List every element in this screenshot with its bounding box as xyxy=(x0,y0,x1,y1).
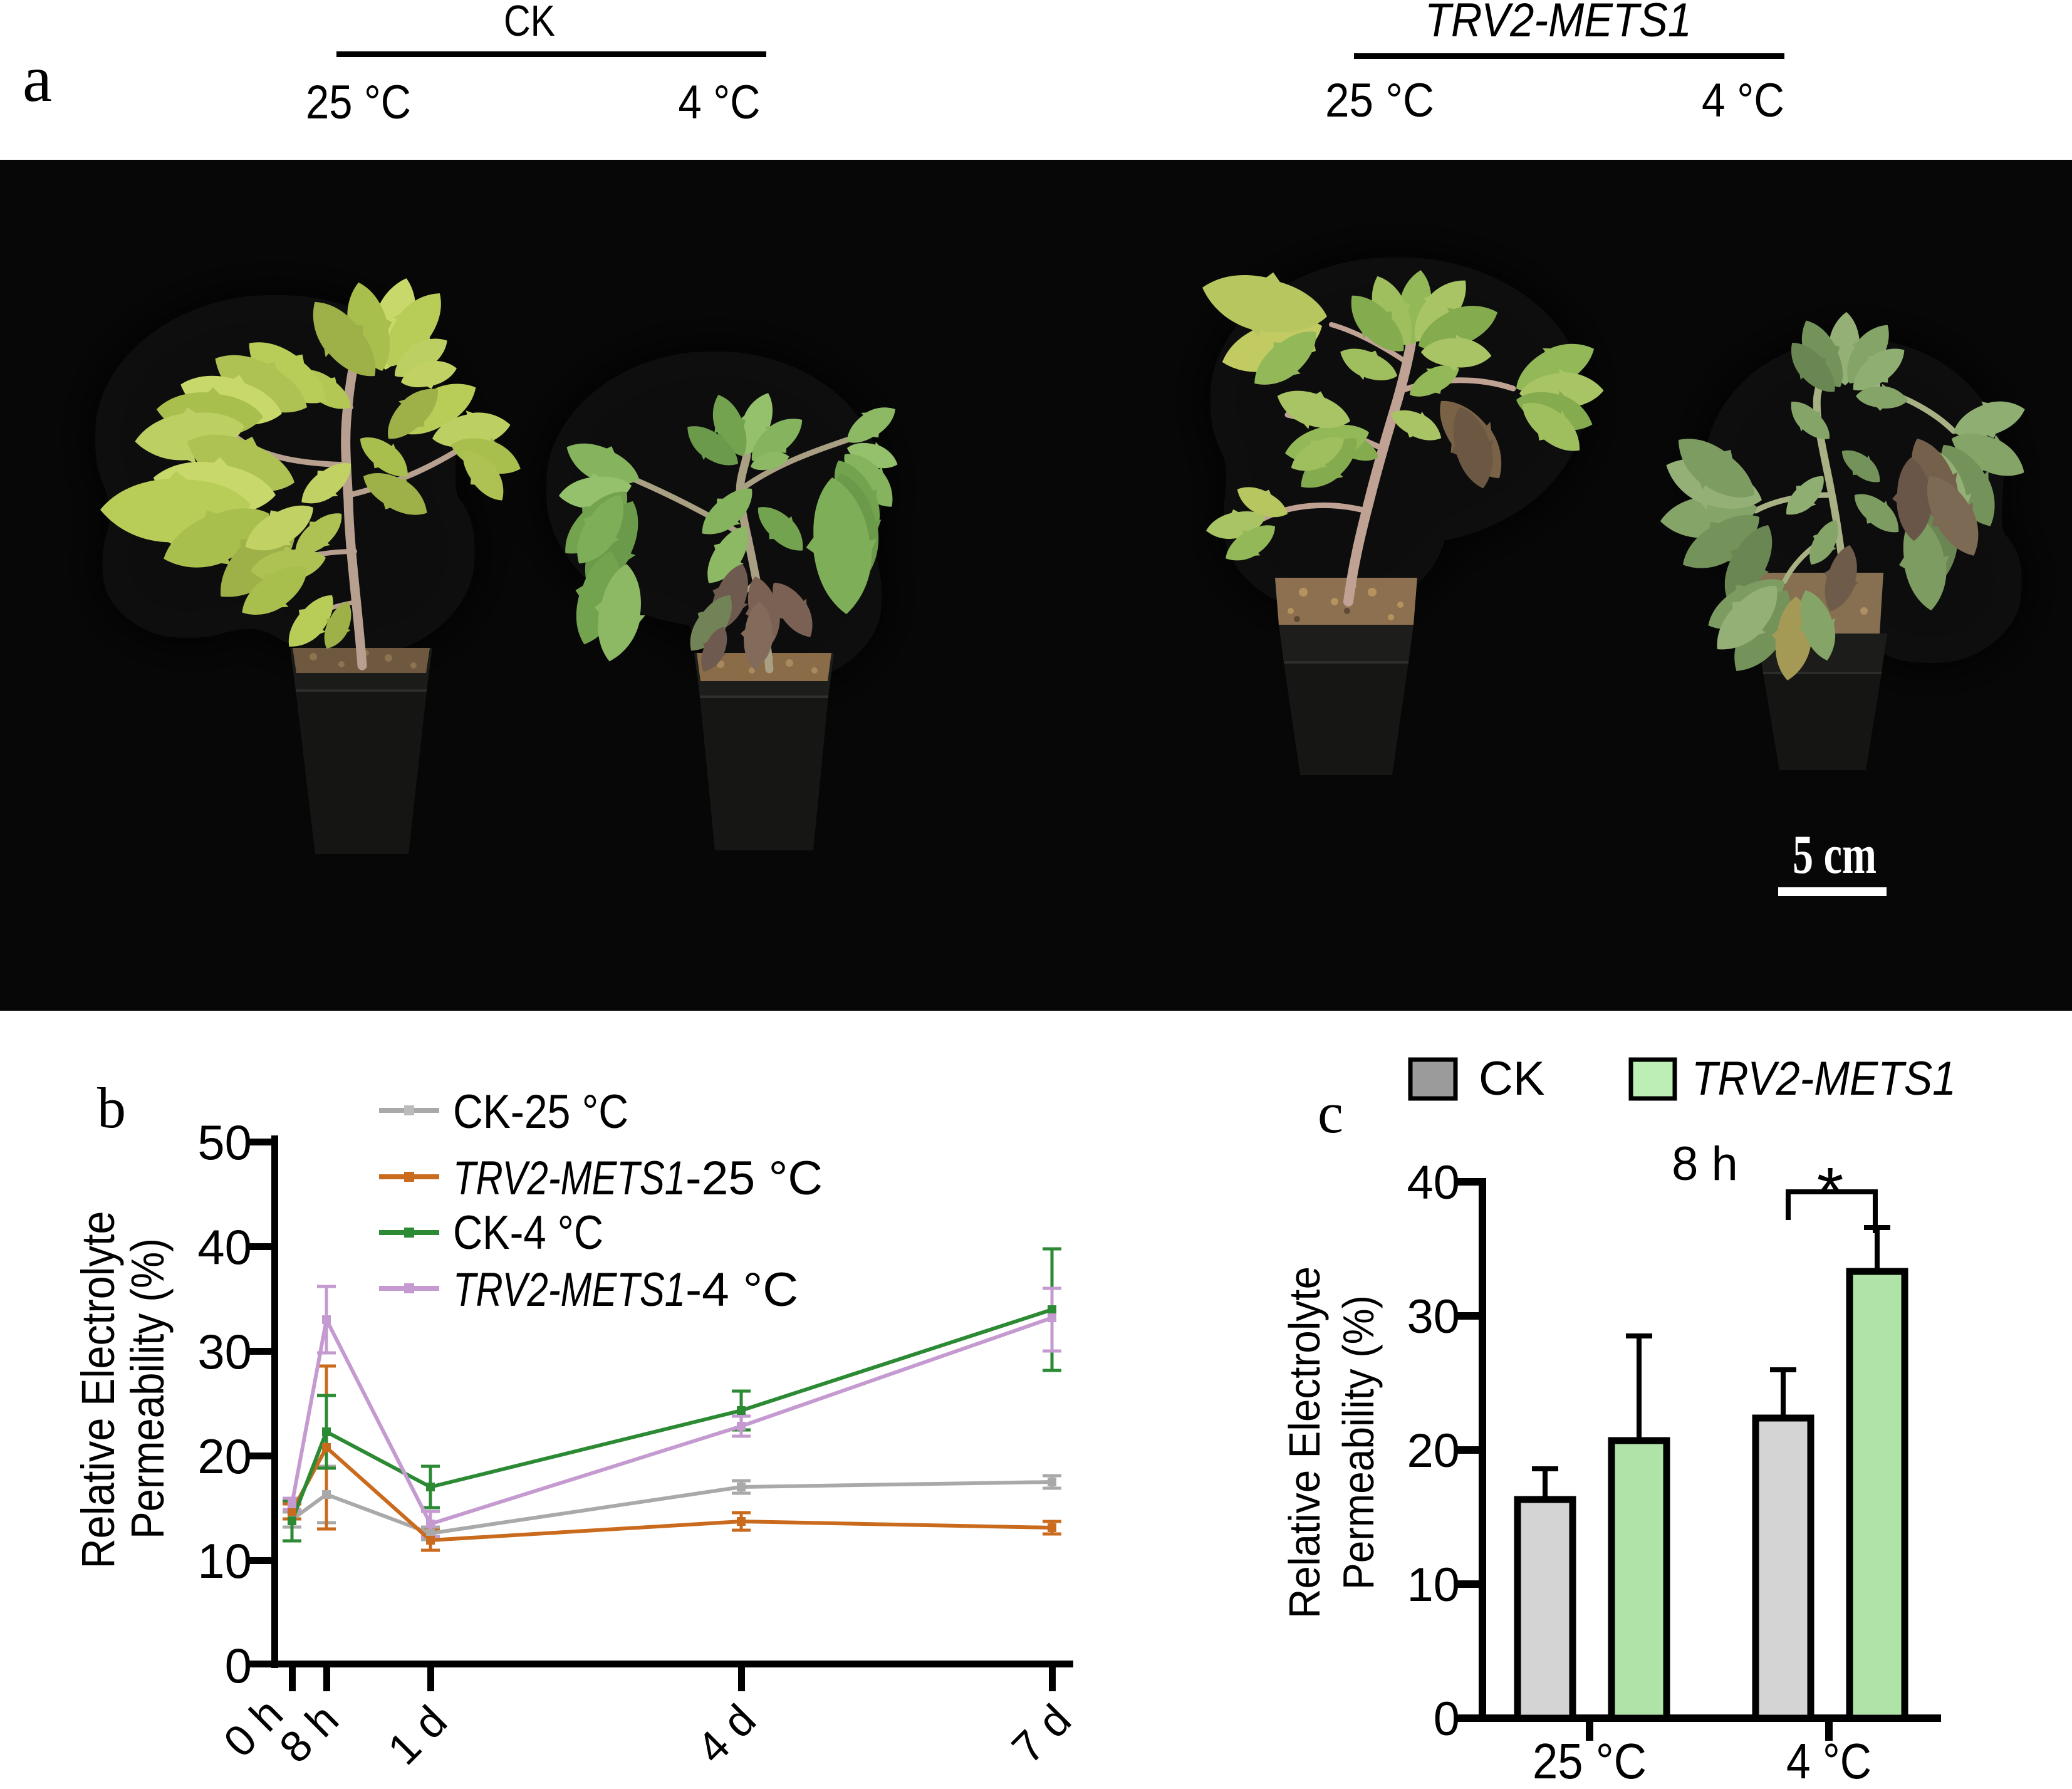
svg-text:30: 30 xyxy=(197,1324,252,1379)
svg-text:a: a xyxy=(23,42,52,115)
svg-text:c: c xyxy=(1318,1081,1343,1145)
svg-text:Permeability (%): Permeability (%) xyxy=(122,1238,174,1539)
svg-text:20: 20 xyxy=(1407,1424,1460,1478)
svg-text:1 d: 1 d xyxy=(378,1696,456,1774)
svg-text:10: 10 xyxy=(1407,1558,1460,1612)
svg-text:4 °C: 4 °C xyxy=(679,76,761,129)
svg-text:TRV2-METS1: TRV2-METS1 xyxy=(1425,0,1692,47)
svg-text:0: 0 xyxy=(225,1638,252,1693)
svg-text:b: b xyxy=(97,1076,126,1140)
svg-text:CK-4 °C: CK-4 °C xyxy=(453,1206,603,1260)
svg-text:5 cm: 5 cm xyxy=(1793,825,1877,885)
svg-text:Relative Electrolyte: Relative Electrolyte xyxy=(72,1211,124,1569)
svg-text:40: 40 xyxy=(197,1219,252,1275)
svg-text:8 h: 8 h xyxy=(270,1694,348,1772)
svg-text:*: * xyxy=(1817,1154,1844,1231)
svg-text:7 d: 7 d xyxy=(1002,1695,1080,1773)
svg-text:4 °C: 4 °C xyxy=(1786,1733,1872,1789)
svg-text:TRV2-METS1: TRV2-METS1 xyxy=(1692,1052,1956,1105)
svg-text:30: 30 xyxy=(1407,1290,1460,1343)
svg-text:0: 0 xyxy=(1434,1693,1460,1746)
svg-text:25 °C: 25 °C xyxy=(1533,1733,1647,1789)
svg-text:40: 40 xyxy=(1407,1156,1460,1209)
svg-text:20: 20 xyxy=(197,1429,252,1484)
svg-text:Relative Electrolyte: Relative Electrolyte xyxy=(1280,1266,1329,1619)
svg-text:TRV2-METS1-4 °C: TRV2-METS1-4 °C xyxy=(453,1263,798,1317)
svg-text:25 °C: 25 °C xyxy=(306,76,411,129)
svg-text:CK: CK xyxy=(504,0,555,45)
svg-text:4 °C: 4 °C xyxy=(1702,74,1784,127)
svg-text:50: 50 xyxy=(197,1115,252,1170)
svg-text:CK-25 °C: CK-25 °C xyxy=(453,1085,628,1139)
svg-text:4 d: 4 d xyxy=(687,1695,765,1773)
svg-text:10: 10 xyxy=(197,1533,252,1588)
svg-text:25 °C: 25 °C xyxy=(1325,74,1434,127)
svg-text:TRV2-METS1-25 °C: TRV2-METS1-25 °C xyxy=(453,1152,823,1205)
svg-text:CK: CK xyxy=(1479,1052,1545,1105)
svg-text:8 h: 8 h xyxy=(1672,1137,1738,1191)
svg-text:Permeability (%): Permeability (%) xyxy=(1334,1295,1383,1590)
